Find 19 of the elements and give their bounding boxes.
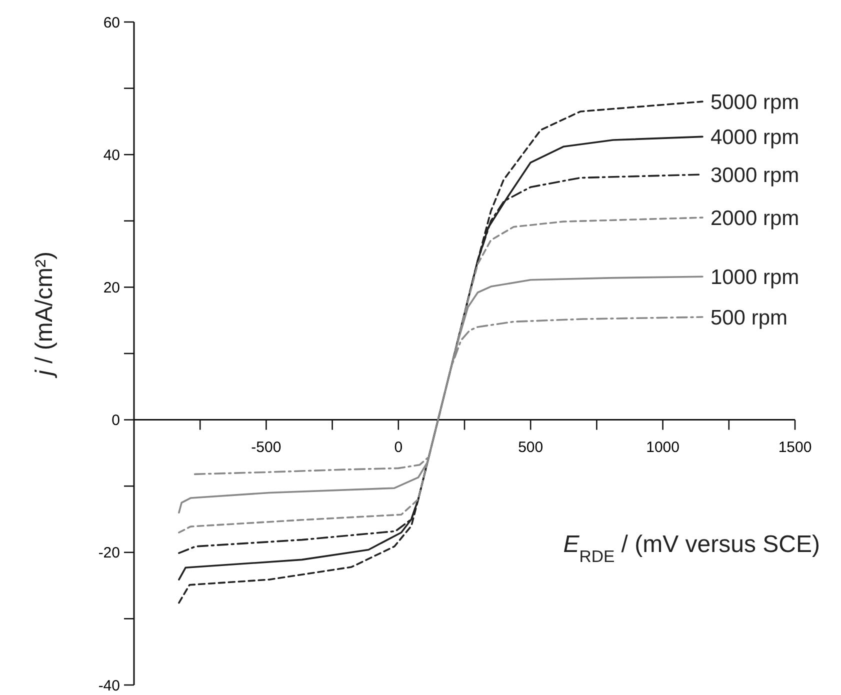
series-label: 4000 rpm — [710, 126, 800, 150]
x-tick-label: 1500 — [778, 438, 812, 456]
y-tick-label: 60 — [103, 14, 120, 32]
x-axis-title: E$_{RDE}$ / (mV versus SCE) — [563, 531, 820, 566]
y-axis-title: j / (mA/cm²) — [31, 252, 58, 378]
series-label: 500 rpm — [710, 306, 788, 330]
y-tick-label: 20 — [103, 279, 120, 296]
series-label: 1000 rpm — [710, 266, 800, 289]
y-tick-label: 0 — [112, 412, 120, 430]
y-tick-label: -40 — [98, 677, 120, 694]
y-tick-label: -20 — [98, 544, 120, 562]
series-label: 3000 rpm — [710, 164, 800, 187]
x-tick-label: 500 — [518, 438, 544, 456]
x-tick-label: -500 — [251, 438, 282, 456]
series-label: 2000 rpm — [710, 206, 800, 230]
x-tick-label: 0 — [394, 438, 403, 456]
series-label: 5000 rpm — [710, 90, 800, 114]
x-tick-label: 1000 — [646, 438, 680, 456]
y-tick-label: 40 — [103, 146, 120, 164]
